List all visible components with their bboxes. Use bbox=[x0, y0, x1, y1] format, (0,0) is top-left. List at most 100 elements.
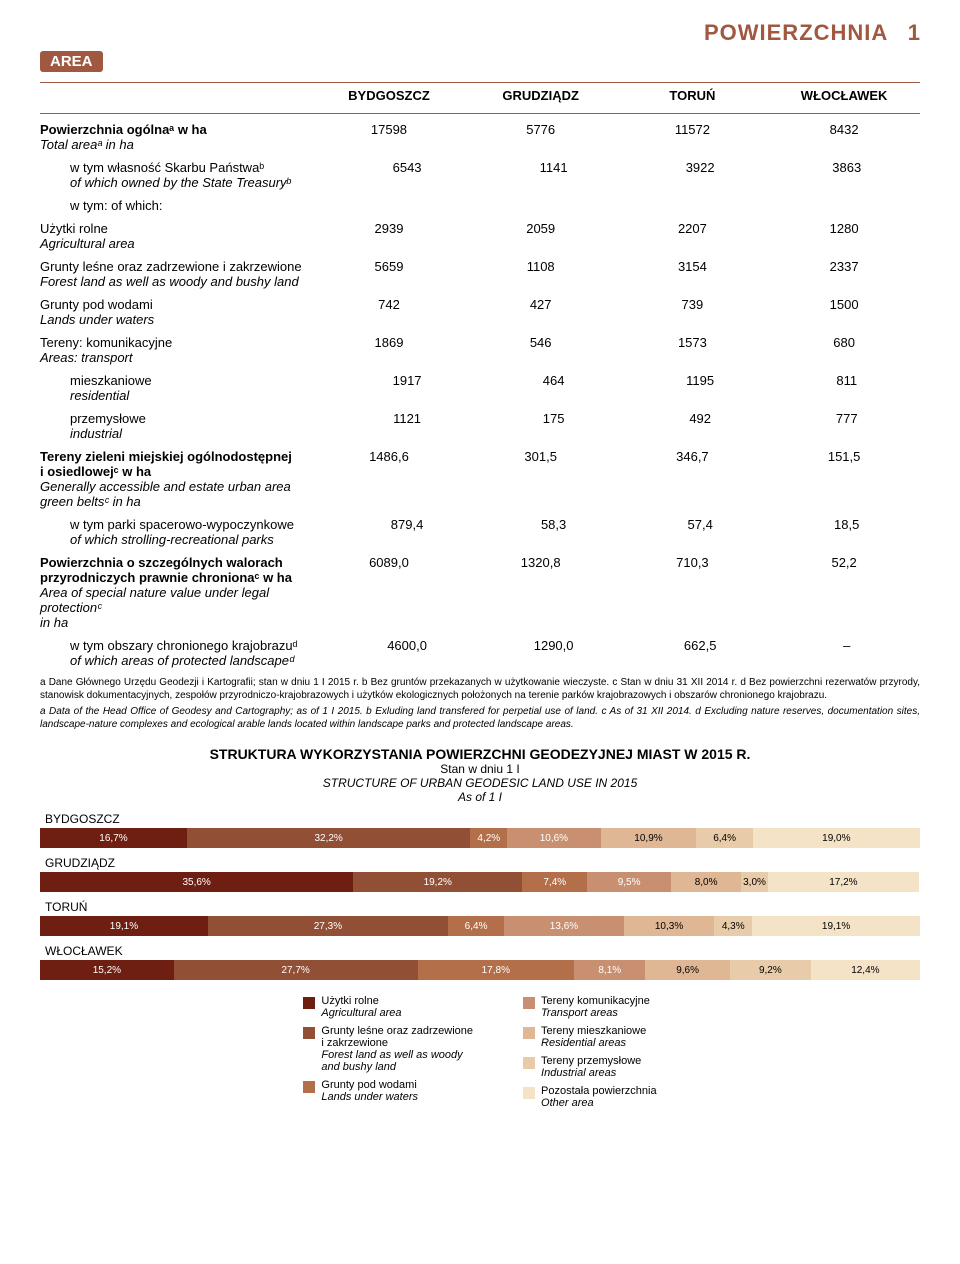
footnote-pl: a Dane Głównego Urzędu Geodezji i Kartog… bbox=[40, 677, 920, 701]
bar-segment: 10,6% bbox=[507, 828, 600, 848]
row-label: w tym obszary chronionego krajobrazuᵈ bbox=[70, 638, 334, 653]
legend-swatch bbox=[523, 1057, 535, 1069]
stacked-bar-chart: BYDGOSZCZ16,7%32,2%4,2%10,6%10,9%6,4%19,… bbox=[40, 812, 920, 980]
cell-value: 879,4 bbox=[334, 517, 481, 547]
row-sublabel: Total areaᵃ in ha bbox=[40, 137, 313, 152]
bar-segment: 19,2% bbox=[353, 872, 522, 892]
table-header-row: BYDGOSZCZ GRUDZIĄDZ TORUŃ WŁOCŁAWEK bbox=[40, 88, 920, 103]
legend-swatch bbox=[523, 997, 535, 1009]
cell-value: 1917 bbox=[334, 373, 481, 403]
cell-value: 5776 bbox=[465, 122, 617, 152]
col-header: TORUŃ bbox=[617, 88, 769, 103]
footnotes: a Dane Głównego Urzędu Geodezji i Kartog… bbox=[40, 676, 920, 731]
cell-value: – bbox=[773, 638, 920, 668]
row-label: Grunty leśne oraz zadrzewione i zakrzewi… bbox=[40, 259, 313, 274]
cell-value bbox=[773, 198, 920, 213]
legend-item: Grunty pod wodamiLands under waters bbox=[303, 1079, 473, 1103]
legend-text: Grunty leśne oraz zadrzewione i zakrzewi… bbox=[321, 1025, 473, 1073]
cell-value: 1869 bbox=[313, 335, 465, 365]
cell-value: 777 bbox=[773, 411, 920, 441]
legend-item: Pozostała powierzchniaOther area bbox=[523, 1085, 657, 1109]
page-title: POWIERZCHNIA bbox=[704, 20, 888, 45]
bar-segment: 6,4% bbox=[696, 828, 752, 848]
row-label: Grunty pod wodami bbox=[40, 297, 313, 312]
cell-value: 1280 bbox=[768, 221, 920, 251]
cell-value: 8432 bbox=[768, 122, 920, 152]
row-sublabel: Lands under waters bbox=[40, 312, 313, 327]
city-bar-block: TORUŃ 19,1%27,3%6,4%13,6%10,3%4,3%19,1% bbox=[40, 900, 920, 936]
bar-segment: 9,6% bbox=[645, 960, 729, 980]
legend-item: Użytki rolneAgricultural area bbox=[303, 995, 473, 1019]
city-name-label: WŁOCŁAWEK bbox=[45, 944, 920, 958]
city-name-label: TORUŃ bbox=[45, 900, 920, 914]
bar-segment: 7,4% bbox=[522, 872, 587, 892]
bar-segment: 9,5% bbox=[587, 872, 671, 892]
row-sublabel: of which owned by the State Treasuryᵇ bbox=[70, 175, 334, 190]
bar-segment: 17,2% bbox=[768, 872, 919, 892]
bar-segment: 4,3% bbox=[714, 916, 752, 936]
bar-segment: 16,7% bbox=[40, 828, 187, 848]
bar-segment: 15,2% bbox=[40, 960, 174, 980]
stacked-bar: 19,1%27,3%6,4%13,6%10,3%4,3%19,1% bbox=[40, 916, 920, 936]
row-label: przemysłowe bbox=[70, 411, 334, 426]
footnote-en: a Data of the Head Office of Geodesy and… bbox=[40, 705, 920, 731]
bar-segment: 10,3% bbox=[624, 916, 715, 936]
legend-text: Grunty pod wodamiLands under waters bbox=[321, 1079, 418, 1103]
row-sublabel: industrial bbox=[70, 426, 334, 441]
cell-value: 6089,0 bbox=[313, 555, 465, 630]
chart-subtitle-en: STRUCTURE OF URBAN GEODESIC LAND USE IN … bbox=[40, 776, 920, 790]
cell-value: 742 bbox=[313, 297, 465, 327]
cell-value: 1486,6 bbox=[313, 449, 465, 509]
cell-value: 710,3 bbox=[617, 555, 769, 630]
cell-value: 662,5 bbox=[627, 638, 774, 668]
stacked-bar: 35,6%19,2%7,4%9,5%8,0%3,0%17,2% bbox=[40, 872, 920, 892]
cell-value bbox=[627, 198, 774, 213]
cell-value: 18,5 bbox=[773, 517, 920, 547]
bar-segment: 3,0% bbox=[741, 872, 767, 892]
bar-segment: 8,0% bbox=[671, 872, 741, 892]
row-label: Powierzchnia o szczególnych walorach prz… bbox=[40, 555, 313, 585]
table-row: w tym parki spacerowo-wypoczynkoweof whi… bbox=[40, 517, 920, 547]
row-sublabel: Agricultural area bbox=[40, 236, 313, 251]
bar-segment: 32,2% bbox=[187, 828, 470, 848]
legend-swatch bbox=[303, 997, 315, 1009]
legend-item: Grunty leśne oraz zadrzewione i zakrzewi… bbox=[303, 1025, 473, 1073]
city-bar-block: GRUDZIĄDZ35,6%19,2%7,4%9,5%8,0%3,0%17,2% bbox=[40, 856, 920, 892]
cell-value: 3154 bbox=[617, 259, 769, 289]
bar-segment: 19,0% bbox=[753, 828, 920, 848]
cell-value: 739 bbox=[617, 297, 769, 327]
row-label: w tym własność Skarbu Państwaᵇ bbox=[70, 160, 334, 175]
legend-item: Tereny komunikacyjneTransport areas bbox=[523, 995, 657, 1019]
table-row: Tereny zieleni miejskiej ogólnodostępnej… bbox=[40, 449, 920, 509]
cell-value: 1290,0 bbox=[480, 638, 627, 668]
row-label: Powierzchnia ogólnaᵃ w ha bbox=[40, 122, 313, 137]
cell-value: 11572 bbox=[617, 122, 769, 152]
cell-value: 492 bbox=[627, 411, 774, 441]
bar-segment: 17,8% bbox=[418, 960, 575, 980]
chart-subtitle-asof: As of 1 I bbox=[40, 790, 920, 804]
cell-value: 151,5 bbox=[768, 449, 920, 509]
bar-segment: 12,4% bbox=[811, 960, 920, 980]
bar-segment: 6,4% bbox=[448, 916, 504, 936]
chart-subtitle: Stan w dniu 1 I bbox=[40, 762, 920, 776]
table-row: Grunty pod wodamiLands under waters74242… bbox=[40, 297, 920, 327]
cell-value: 1141 bbox=[480, 160, 627, 190]
table-row: Tereny: komunikacyjneAreas: transport186… bbox=[40, 335, 920, 365]
bar-segment: 4,2% bbox=[470, 828, 507, 848]
bar-segment: 13,6% bbox=[504, 916, 624, 936]
cell-value: 346,7 bbox=[617, 449, 769, 509]
divider bbox=[40, 82, 920, 83]
cell-value: 57,4 bbox=[627, 517, 774, 547]
chart-title: STRUKTURA WYKORZYSTANIA POWIERZCHNI GEOD… bbox=[40, 746, 920, 762]
stacked-bar: 15,2%27,7%17,8%8,1%9,6%9,2%12,4% bbox=[40, 960, 920, 980]
cell-value: 2059 bbox=[465, 221, 617, 251]
legend-text: Tereny przemysłoweIndustrial areas bbox=[541, 1055, 641, 1079]
cell-value: 2207 bbox=[617, 221, 769, 251]
cell-value: 2337 bbox=[768, 259, 920, 289]
row-sublabel: Forest land as well as woody and bushy l… bbox=[40, 274, 313, 289]
table-row: przemysłoweindustrial1121175492777 bbox=[40, 411, 920, 441]
row-label: mieszkaniowe bbox=[70, 373, 334, 388]
table-row: Powierzchnia o szczególnych walorach prz… bbox=[40, 555, 920, 630]
bar-segment: 10,9% bbox=[601, 828, 697, 848]
bar-segment: 27,3% bbox=[208, 916, 448, 936]
